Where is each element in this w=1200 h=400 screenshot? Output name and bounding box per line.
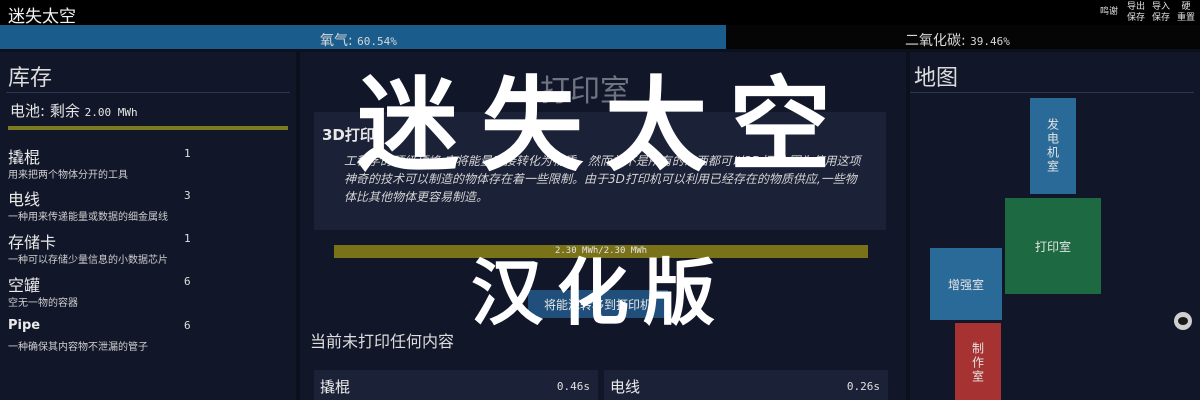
export-save-label-1: 导出 — [1126, 2, 1145, 12]
oxygen-fill — [0, 25, 727, 49]
hard-reset-button[interactable]: 硬 重置 — [1176, 2, 1196, 24]
recipe-name: 撬棍 — [320, 378, 351, 396]
printing-status: 当前未打印任何内容 — [310, 332, 455, 351]
battery-readout: 电池: 剩余 2.00 MWh — [10, 100, 138, 121]
item-name: 电线 — [8, 190, 41, 209]
export-save-button[interactable]: 导出 保存 — [1126, 2, 1146, 24]
oxygen-readout: 氧气: 60.54% — [320, 30, 397, 50]
export-save-label-2: 保存 — [1126, 13, 1145, 23]
import-save-label-1: 导入 — [1151, 2, 1170, 12]
map-panel: 地图 发电机室 打印室 增强室 制作室 — [910, 52, 1200, 400]
inventory-item-pipe[interactable]: Pipe 6 一种确保其内容物不泄漏的管子 — [8, 316, 292, 356]
inventory-item-crowbar[interactable]: 撬棍 1 用来把两个物体分开的工具 — [8, 144, 292, 184]
inventory-panel: 库存 电池: 剩余 2.00 MWh 撬棍 1 用来把两个物体分开的工具 电线 … — [0, 52, 296, 400]
item-name: 撬棍 — [8, 148, 41, 167]
map-room-fabrication[interactable]: 制作室 — [955, 323, 1001, 400]
recipe-time: 0.46s — [556, 380, 590, 393]
battery-bar — [8, 126, 288, 130]
import-save-button[interactable]: 导入 保存 — [1151, 2, 1171, 24]
transfer-energy-button[interactable]: 将能源转移到打印机 — [528, 290, 668, 318]
printer-info-box: 3D打印 工程学的顶级顶峰,它将能量直接转化为物质。然而并不是所有的东西都可以3… — [314, 112, 886, 230]
item-count: 1 — [184, 232, 191, 245]
item-desc: 一种可以存储少量信息的小数据芯片 — [8, 255, 168, 266]
recipe-name: 电线 — [610, 378, 641, 396]
printer-energy-label: 2.30 MWh/2.30 MWh — [554, 246, 648, 256]
item-name: 存储卡 — [8, 233, 57, 252]
co2-label: 二氧化碳: — [905, 33, 966, 49]
item-count: 3 — [184, 189, 191, 202]
inventory-header: 库存 — [8, 66, 53, 91]
map-room-augment[interactable]: 增强室 — [930, 248, 1002, 320]
transfer-energy-label: 将能源转移到打印机 — [543, 298, 652, 312]
co2-readout: 二氧化碳: 39.46% — [905, 30, 1010, 50]
map-room-printer[interactable]: 打印室 — [1005, 198, 1101, 294]
item-desc: 一种用来传递能量或数据的细金属线 — [8, 212, 168, 223]
printer-description: 工程学的顶级顶峰,它将能量直接转化为物质。然而并不是所有的东西都可以3D打印,因… — [344, 154, 861, 204]
map-header: 地图 — [914, 66, 959, 91]
item-name: 空罐 — [8, 276, 41, 295]
battery-label: 电池: 剩余 — [10, 102, 80, 120]
item-count: 6 — [184, 275, 191, 288]
inventory-divider — [6, 92, 290, 93]
inventory-item-memory-card[interactable]: 存储卡 1 一种可以存储少量信息的小数据芯片 — [8, 229, 292, 269]
import-save-label-2: 保存 — [1151, 13, 1170, 23]
item-count: 6 — [184, 319, 191, 332]
map-room-generator[interactable]: 发电机室 — [1030, 98, 1076, 194]
recipe-time: 0.26s — [846, 380, 880, 393]
battery-value: 2.00 MWh — [84, 106, 138, 119]
top-bar: 迷失太空 鸣谢 导出 保存 导入 保存 硬 重置 — [0, 0, 1200, 27]
printer-panel: 打印室 3D打印 工程学的顶级顶峰,它将能量直接转化为物质。然而并不是所有的东西… — [300, 52, 906, 400]
oxygen-label: 氧气: — [320, 33, 353, 49]
oxygen-value: 60.54% — [357, 35, 397, 48]
item-desc: 一种确保其内容物不泄漏的管子 — [8, 342, 148, 353]
item-count: 1 — [184, 147, 191, 160]
printer-heading: 3D打印 — [322, 126, 375, 144]
recipe-crowbar[interactable]: 撬棍 0.46s — [314, 370, 598, 400]
hard-reset-label-2: 重置 — [1176, 13, 1195, 23]
printer-room-title: 打印室 — [540, 74, 630, 109]
inventory-item-wire[interactable]: 电线 3 一种用来传递能量或数据的细金属线 — [8, 186, 292, 226]
map-divider — [910, 92, 1194, 93]
item-desc: 用来把两个物体分开的工具 — [8, 170, 128, 181]
hard-reset-label-1: 硬 — [1181, 2, 1191, 12]
atmosphere-bar: 氧气: 60.54% 二氧化碳: 39.46% — [0, 25, 1200, 49]
inventory-item-empty-can[interactable]: 空罐 6 空无一物的容器 — [8, 272, 292, 312]
github-icon[interactable] — [1174, 312, 1192, 330]
item-name: Pipe — [8, 318, 41, 333]
item-desc: 空无一物的容器 — [8, 298, 78, 309]
credits-button[interactable]: 鸣谢 — [1100, 7, 1119, 17]
printer-energy-bar: 2.30 MWh/2.30 MWh — [334, 245, 868, 258]
game-title: 迷失太空 — [8, 7, 76, 27]
recipe-wire[interactable]: 电线 0.26s — [604, 370, 888, 400]
co2-value: 39.46% — [970, 35, 1010, 48]
